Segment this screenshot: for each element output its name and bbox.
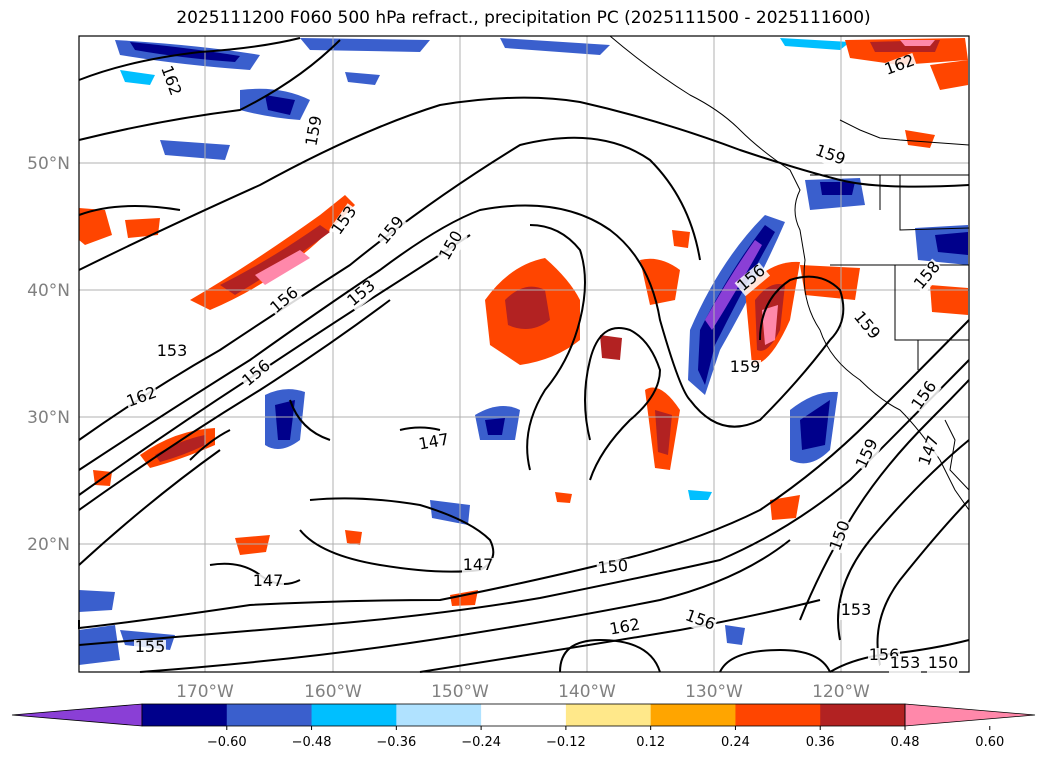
latitude-label: 50°N xyxy=(27,154,70,174)
colorbar-tick-label: −0.36 xyxy=(376,735,416,750)
contour-label-bg xyxy=(917,433,944,470)
colorbar-border xyxy=(141,703,906,727)
contour-label-bg xyxy=(267,284,304,319)
colorbar-segment xyxy=(735,704,821,726)
colorbar-tick-label: 0.36 xyxy=(806,735,835,750)
contour-label: 153 xyxy=(841,600,872,619)
contour-label: 155 xyxy=(135,637,166,656)
colorbar: −0.60 −0.48 −0.36 −0.24 −0.12 0.12 0.24 0.36 0.4… xyxy=(11,703,1036,750)
longitude-label: 150°W xyxy=(431,682,489,702)
contour-label: 147 xyxy=(463,555,494,574)
contour-label-bg xyxy=(889,656,921,673)
colorbar-extend-high xyxy=(904,703,1036,727)
coastline xyxy=(609,35,970,511)
contour-label-bg xyxy=(909,378,942,415)
contour-label-bg xyxy=(607,617,643,640)
contour-label-bg xyxy=(828,518,855,555)
colorbar-tick-label: −0.24 xyxy=(461,735,501,750)
contour-label-bg xyxy=(156,63,183,100)
longitude-label: 160°W xyxy=(304,682,362,702)
colorbar-segment xyxy=(481,704,567,726)
contour-label-bg xyxy=(329,203,362,240)
longitude-label: 120°W xyxy=(812,682,870,702)
contour-label-bg xyxy=(734,262,771,297)
colorbar-tick-label: 0.12 xyxy=(636,735,665,750)
latitude-label: 20°N xyxy=(27,535,70,555)
contour-label-bg xyxy=(375,213,410,250)
contour-label-bg xyxy=(729,360,761,377)
contour-label: 153 xyxy=(890,653,921,672)
colorbar-tick-label: 0.48 xyxy=(891,735,920,750)
contour-label-bg xyxy=(811,143,848,170)
latitude-label: 30°N xyxy=(27,408,70,428)
colorbar-segment xyxy=(650,704,736,726)
contour-label-bg xyxy=(462,558,494,575)
longitude-labels: 170°W 160°W 150°W 140°W 130°W 120°W xyxy=(176,682,870,702)
colorbar-segment xyxy=(820,704,906,726)
contour-label-bg xyxy=(304,113,327,149)
contour-label: 147 xyxy=(253,571,284,590)
contour-label-bg xyxy=(134,640,166,657)
map-border xyxy=(78,35,970,673)
contour-label-bg xyxy=(882,53,919,80)
contour-label-bg xyxy=(124,385,161,412)
precip-field xyxy=(79,38,968,665)
colorbar-extend-low xyxy=(11,703,143,727)
contour-label-bg xyxy=(911,258,946,295)
contour-label-bg xyxy=(853,436,883,473)
colorbar-segment xyxy=(226,704,313,726)
colorbar-tick-label: −0.12 xyxy=(546,735,586,750)
contour-label-bg xyxy=(252,574,284,591)
contour-label-bg xyxy=(416,432,452,455)
colorbar-tick-label: −0.48 xyxy=(292,735,332,750)
longitude-label: 130°W xyxy=(685,682,743,702)
contour-label-bg xyxy=(437,228,468,265)
colorbar-tick-label: 0.24 xyxy=(721,735,750,750)
colorbar-segment xyxy=(565,704,652,726)
map-title: 2025111200 F060 500 hPa refract., precip… xyxy=(176,8,871,28)
contour-label: 150 xyxy=(597,556,629,578)
colorbar-tick-label: −0.60 xyxy=(207,735,247,750)
contour-label-bg xyxy=(156,344,188,361)
contour-label: 150 xyxy=(928,653,959,672)
contour-label: 153 xyxy=(157,341,188,360)
contour-label-bg xyxy=(927,656,959,673)
latitude-label: 40°N xyxy=(27,281,70,301)
contour-label-bg xyxy=(840,603,872,620)
colorbar-tick-label: 0.60 xyxy=(975,735,1004,750)
graticule xyxy=(79,36,969,672)
colorbar-segment xyxy=(311,704,397,726)
contour-label: 159 xyxy=(730,357,761,376)
colorbar-segment xyxy=(396,704,482,726)
contour-label-bg xyxy=(344,277,381,312)
contour-label-bg xyxy=(596,558,630,579)
longitude-label: 140°W xyxy=(558,682,616,702)
contour-label-bg xyxy=(681,608,718,635)
contour-label-bg xyxy=(239,357,276,392)
contour-label-bg xyxy=(848,308,883,345)
colorbar-segment xyxy=(142,704,228,726)
longitude-label: 170°W xyxy=(176,682,234,702)
latitude-labels: 50°N 40°N 30°N 20°N xyxy=(27,154,70,555)
